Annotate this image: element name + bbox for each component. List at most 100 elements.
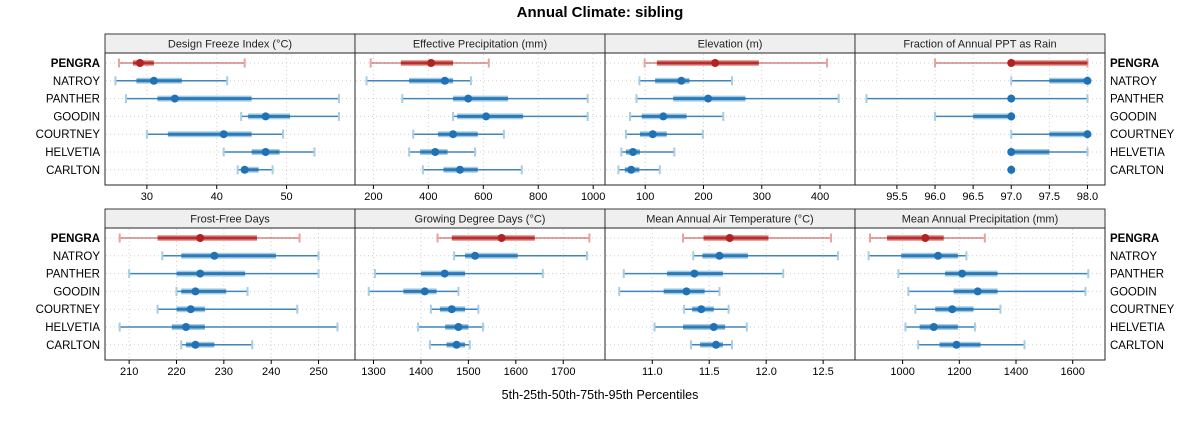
axis-tick-label: 11.0: [642, 366, 663, 378]
axis-tick-label: 12.5: [812, 366, 833, 378]
panel-strip-title: Effective Precipitation (mm): [413, 39, 547, 51]
site-label-right: GOODIN: [1110, 111, 1157, 123]
median-dot: [497, 234, 506, 242]
axis-tick-label: 40: [211, 191, 223, 203]
median-dot: [697, 305, 706, 314]
panel-box: [104, 52, 356, 186]
axis-tick-label: 96.5: [962, 191, 983, 203]
median-dot: [659, 112, 668, 121]
median-dot: [682, 287, 691, 296]
median-dot: [482, 112, 491, 121]
median-dot: [196, 269, 205, 278]
median-dot: [455, 165, 464, 174]
median-dot: [709, 323, 718, 331]
x-axis-label: 5th-25th-50th-75th-95th Percentiles: [501, 388, 699, 402]
panel-strip-title: Elevation (m): [698, 39, 763, 51]
median-dot: [181, 323, 190, 331]
axis-tick-label: 1700: [551, 366, 575, 378]
median-dot: [191, 340, 200, 349]
axis-tick-label: 200: [364, 191, 382, 203]
site-label-right: CARLTON: [1110, 340, 1164, 352]
panel-strip-title: Design Freeze Index (°C): [168, 39, 292, 51]
axis-tick-label: 1600: [504, 366, 528, 378]
median-dot: [1083, 76, 1092, 85]
panel-strip-title: Fraction of Annual PPT as Rain: [903, 39, 1056, 51]
axis-tick-label: 200: [694, 191, 712, 203]
site-label-right: CARLTON: [1110, 165, 1164, 177]
median-dot: [952, 340, 961, 349]
site-label-right: PENGRA: [1110, 233, 1159, 245]
median-dot: [196, 234, 205, 242]
axis-tick-label: 220: [167, 366, 185, 378]
median-dot: [725, 234, 734, 242]
axis-tick-label: 300: [753, 191, 771, 203]
median-dot: [958, 269, 967, 278]
site-label-left: HELVETIA: [45, 322, 100, 334]
site-label-right: HELVETIA: [1110, 322, 1165, 334]
median-dot: [440, 269, 449, 278]
median-dot: [627, 165, 636, 174]
panel-box: [604, 227, 856, 361]
axis-tick-label: 98.0: [1077, 191, 1098, 203]
panel-strip-title: Frost-Free Days: [190, 214, 270, 226]
median-dot: [948, 305, 957, 314]
panel-strip-title: Growing Degree Days (°C): [415, 214, 546, 226]
site-label-left: PANTHER: [46, 269, 100, 281]
panel-box: [104, 227, 356, 361]
site-label-left: NATROY: [53, 251, 100, 263]
axis-tick-label: 1400: [1004, 366, 1028, 378]
median-dot: [704, 94, 713, 103]
median-dot: [135, 59, 144, 67]
site-label-left: GOODIN: [53, 286, 100, 298]
median-dot: [1007, 165, 1016, 174]
median-dot: [186, 305, 195, 314]
median-dot: [677, 76, 686, 85]
median-dot: [431, 148, 440, 156]
axis-tick-label: 600: [474, 191, 492, 203]
median-dot: [427, 59, 436, 67]
axis-tick-label: 11.5: [699, 366, 720, 378]
panel-box: [354, 227, 606, 361]
site-label-left: HELVETIA: [45, 147, 100, 159]
median-dot: [454, 323, 463, 331]
median-dot: [973, 287, 982, 296]
median-dot: [464, 94, 473, 103]
median-dot: [440, 76, 449, 85]
axis-tick-label: 97.0: [1001, 191, 1022, 203]
median-dot: [690, 269, 699, 278]
axis-tick-label: 1500: [456, 366, 480, 378]
site-label-right: HELVETIA: [1110, 147, 1165, 159]
site-label-right: NATROY: [1110, 251, 1157, 263]
axis-tick-label: 97.5: [1039, 191, 1060, 203]
median-dot: [1083, 130, 1092, 139]
median-dot: [149, 76, 158, 85]
median-dot: [219, 130, 228, 139]
median-dot: [449, 130, 458, 139]
site-label-left: GOODIN: [53, 111, 100, 123]
median-dot: [934, 251, 943, 260]
site-label-left: PENGRA: [51, 58, 100, 70]
axis-tick-label: 230: [215, 366, 233, 378]
median-dot: [240, 165, 249, 174]
site-label-left: COURTNEY: [36, 304, 101, 316]
median-dot: [261, 112, 270, 121]
median-dot: [628, 148, 637, 156]
axis-tick-label: 95.5: [886, 191, 907, 203]
site-label-right: COURTNEY: [1110, 304, 1175, 316]
median-dot: [712, 340, 721, 349]
axis-tick-label: 100: [636, 191, 654, 203]
site-label-left: PANTHER: [46, 94, 100, 106]
axis-tick-label: 1400: [409, 366, 433, 378]
axis-tick-label: 30: [141, 191, 153, 203]
site-label-right: PENGRA: [1110, 58, 1159, 70]
site-label-right: NATROY: [1110, 76, 1157, 88]
median-dot: [210, 251, 219, 260]
panel-strip-title: Mean Annual Precipitation (mm): [902, 214, 1059, 226]
axis-tick-label: 210: [120, 366, 138, 378]
median-dot: [1007, 59, 1016, 67]
axis-tick-label: 96.0: [924, 191, 945, 203]
median-dot: [929, 323, 938, 331]
site-label-left: PENGRA: [51, 233, 100, 245]
